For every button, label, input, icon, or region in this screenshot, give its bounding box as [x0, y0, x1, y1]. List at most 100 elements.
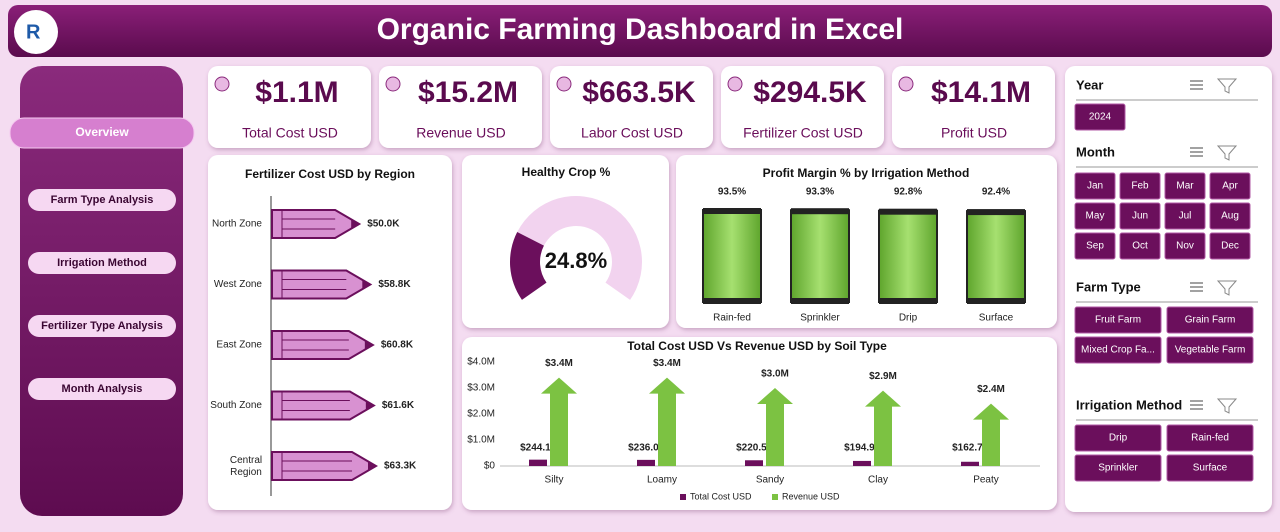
bar-cap	[967, 209, 1025, 216]
slicer-item[interactable]: Surface	[1193, 463, 1228, 474]
chart-title: Healthy Crop %	[522, 165, 611, 179]
logo	[14, 10, 58, 54]
slicer-item[interactable]: Vegetable Farm	[1175, 345, 1246, 356]
data-label: $61.6K	[382, 400, 415, 411]
nav-label[interactable]: Month Analysis	[62, 383, 143, 395]
slicer-button[interactable]	[1164, 172, 1206, 200]
slicer-clear-icon[interactable]	[1216, 398, 1238, 414]
slicer-item[interactable]: Sprinkler	[1098, 463, 1138, 474]
nav-button[interactable]	[28, 189, 176, 211]
slicer-item[interactable]: Jun	[1132, 211, 1148, 222]
slicer-button[interactable]	[1166, 336, 1254, 364]
slicer-item[interactable]: Sep	[1086, 241, 1104, 252]
slicer-button[interactable]	[1074, 306, 1162, 334]
data-label: $244.1K	[520, 443, 559, 454]
slicer-item[interactable]: May	[1086, 211, 1105, 222]
slicer-item[interactable]: Fruit Farm	[1095, 315, 1141, 326]
slicer-button[interactable]	[1166, 306, 1254, 334]
y-tick-label: $2.0M	[467, 409, 495, 420]
slicer-item[interactable]: Jul	[1179, 211, 1192, 222]
slicer-title: Farm Type	[1076, 279, 1141, 294]
bar-detail	[362, 279, 371, 290]
legend-swatch	[680, 494, 686, 500]
kpi-icon	[214, 76, 230, 92]
kpi-icon	[385, 76, 401, 92]
slicer-title: Irrigation Method	[1076, 397, 1182, 412]
slicer-item[interactable]: 2024	[1089, 112, 1112, 123]
x-tick-label: Loamy	[647, 475, 677, 486]
slicer-item[interactable]: Dec	[1221, 241, 1239, 252]
data-label: $2.4M	[977, 384, 1005, 395]
kpi-value: $1.1M	[255, 76, 338, 109]
slicer-button[interactable]	[1166, 424, 1254, 452]
nav-label[interactable]: Irrigation Method	[57, 257, 147, 269]
kpi-card	[892, 66, 1055, 148]
slicer-item[interactable]: Mar	[1176, 181, 1194, 192]
slicer-button[interactable]	[1164, 232, 1206, 260]
slicer-clear-icon[interactable]	[1216, 78, 1238, 94]
slicer-button[interactable]	[1164, 202, 1206, 230]
slicer-button[interactable]	[1074, 232, 1116, 260]
logo-mark: R	[26, 21, 41, 43]
bar	[853, 460, 871, 466]
slicer-item[interactable]: Feb	[1131, 181, 1149, 192]
slicer-clear-icon[interactable]	[1216, 280, 1238, 296]
nav-label[interactable]: Overview	[75, 125, 129, 139]
bar-cap	[879, 298, 937, 304]
nav-label[interactable]: Farm Type Analysis	[51, 194, 154, 206]
slicer-clear-icon[interactable]	[1216, 145, 1238, 161]
y-tick-label: Central Region	[230, 455, 262, 478]
nav-button[interactable]	[9, 117, 195, 149]
x-tick-label: Silty	[545, 475, 564, 486]
data-label: $60.8K	[381, 340, 414, 351]
data-label: $3.0M	[761, 369, 789, 380]
slicer-button[interactable]	[1074, 454, 1162, 482]
slicer-button[interactable]	[1209, 202, 1251, 230]
gauge-label: 24.8%	[545, 248, 607, 273]
y-tick-label: $0	[484, 461, 496, 472]
slicer-item[interactable]: Jan	[1087, 181, 1103, 192]
slicer-button[interactable]	[1074, 172, 1116, 200]
bar-cap	[703, 208, 761, 214]
nav-button[interactable]	[28, 252, 176, 274]
slicer-button[interactable]	[1119, 172, 1161, 200]
slicer-item[interactable]: Drip	[1109, 433, 1128, 444]
kpi-label: Total Cost USD	[242, 125, 338, 141]
bar	[961, 461, 979, 466]
nav-button[interactable]	[28, 378, 176, 400]
slicer-button[interactable]	[1209, 172, 1251, 200]
slicer-item[interactable]: Apr	[1222, 181, 1238, 192]
slicer-item[interactable]: Rain-fed	[1191, 433, 1229, 444]
nav-button[interactable]	[28, 315, 176, 337]
slicer-button[interactable]	[1119, 202, 1161, 230]
y-tick-label: $4.0M	[467, 357, 495, 368]
bar	[745, 460, 763, 466]
y-tick-label: South Zone	[210, 400, 262, 411]
slicer-title: Year	[1076, 77, 1103, 92]
data-label: $3.4M	[545, 358, 573, 369]
slicer-button[interactable]	[1209, 232, 1251, 260]
slicer-button[interactable]	[1166, 454, 1254, 482]
slicer-item[interactable]: Grain Farm	[1185, 315, 1236, 326]
slicer-button[interactable]	[1074, 424, 1162, 452]
slicer-button[interactable]	[1119, 232, 1161, 260]
nav-label[interactable]: Fertilizer Type Analysis	[41, 320, 163, 332]
slicer-item[interactable]: Oct	[1132, 241, 1148, 252]
page-title: Organic Farming Dashboard in Excel	[377, 13, 904, 46]
slicer-button[interactable]	[1074, 103, 1126, 131]
y-tick-label: West Zone	[214, 279, 263, 290]
kpi-label: Labor Cost USD	[581, 125, 683, 141]
slicer-item[interactable]: Aug	[1221, 211, 1239, 222]
slicer-button[interactable]	[1074, 202, 1116, 230]
slicer-item[interactable]: Mixed Crop Fa...	[1081, 345, 1155, 356]
legend-label: Total Cost USD	[690, 491, 752, 501]
x-tick-label: Drip	[899, 313, 918, 324]
bar-cap	[967, 298, 1025, 304]
slicer-button[interactable]	[1074, 336, 1162, 364]
kpi-card	[379, 66, 542, 148]
kpi-label: Profit USD	[941, 125, 1007, 141]
slicer-item[interactable]: Nov	[1176, 241, 1194, 252]
bar	[973, 403, 1009, 466]
